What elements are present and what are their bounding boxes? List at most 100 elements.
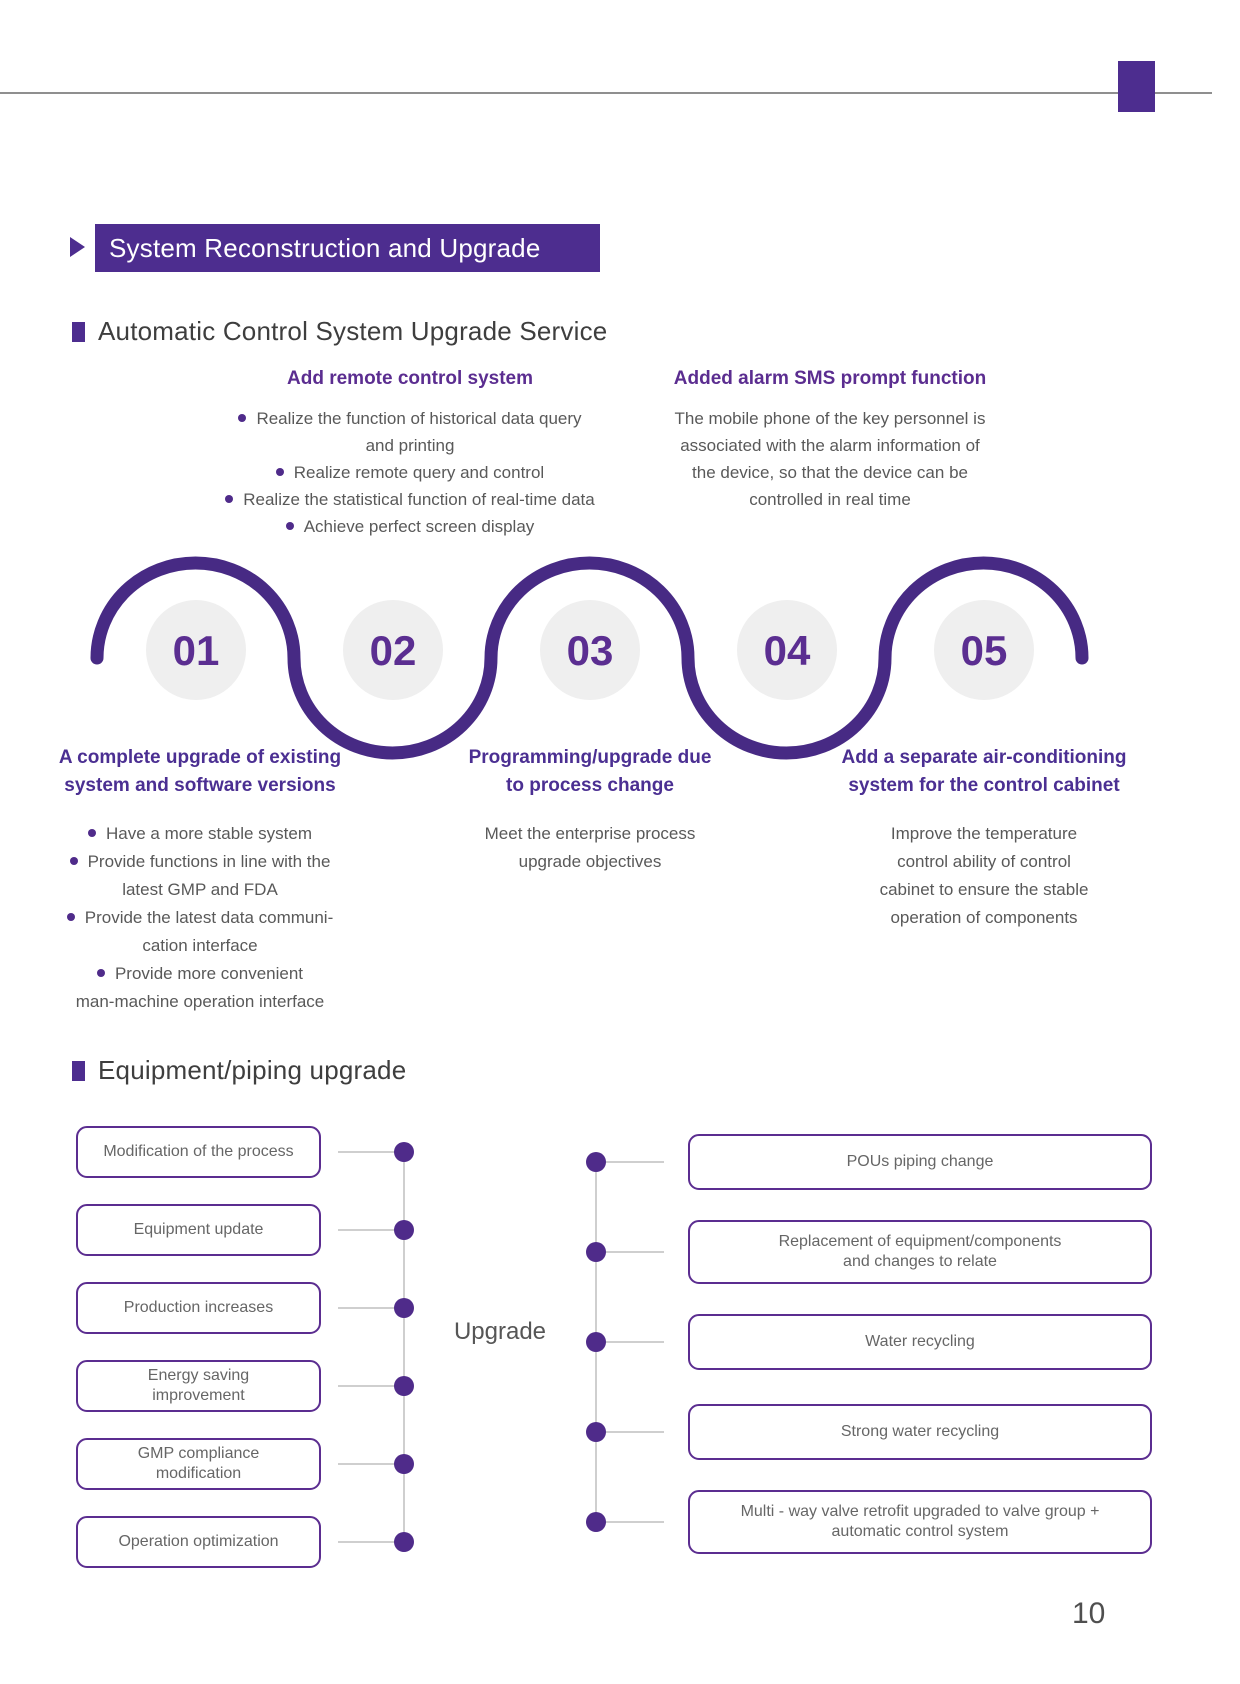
step-number: 04 [764, 627, 811, 674]
block-title: Added alarm SMS prompt function [673, 368, 987, 389]
box-label: POUs piping change [846, 1153, 994, 1170]
box-label: improvement [152, 1387, 245, 1404]
body-line: Improve the temperature [890, 824, 1078, 843]
connector-stub [338, 1463, 402, 1465]
connector-dot [586, 1152, 606, 1172]
bullet-text: Have a more stable system [106, 824, 312, 843]
connector-stub [338, 1229, 402, 1231]
bullet-line: cation interface [40, 932, 360, 960]
connector-stub [600, 1431, 664, 1433]
upgrade-center-label: Upgrade [453, 1318, 547, 1345]
box-label: and changes to relate [843, 1253, 997, 1270]
bullet-dot-icon [69, 856, 78, 865]
section2-bullet-square [72, 1061, 85, 1081]
connector-dot [394, 1532, 414, 1552]
connector-stub [600, 1521, 664, 1523]
bullet-line: Have a more stable system [40, 820, 360, 848]
upgrade-item-box: Operation optimization [76, 1516, 321, 1568]
bullet-text: latest GMP and FDA [122, 880, 278, 899]
bullet-line: Provide more convenient [40, 960, 360, 988]
upgrade-item-box: Modification of the process [76, 1126, 321, 1178]
connector-stub [338, 1151, 402, 1153]
bullet-line: Achieve perfect screen display [210, 513, 610, 540]
body-line: The mobile phone of the key personnel is [674, 409, 986, 428]
connector-stub [600, 1251, 664, 1253]
block-title: Add remote control system [287, 368, 533, 389]
connector-stub [338, 1385, 402, 1387]
timeline-below-block-03: Programming/upgrade due to process chang… [430, 744, 750, 876]
bullet-text: Achieve perfect screen display [303, 517, 535, 536]
bullet-line: Realize the function of historical data … [210, 405, 610, 432]
bullet-text: man-machine operation interface [75, 992, 325, 1011]
left-connector-line [403, 1152, 405, 1542]
banner-arrow-icon [70, 237, 85, 257]
bullet-line: Realize remote query and control [210, 459, 610, 486]
connector-dot [394, 1298, 414, 1318]
box-label: Replacement of equipment/components [778, 1233, 1062, 1250]
upgrade-item-box: POUs piping change [688, 1134, 1152, 1190]
body-line: Meet the enterprise process [484, 824, 696, 843]
body-line: upgrade objectives [518, 852, 662, 871]
connector-dot [586, 1512, 606, 1532]
bullet-text: Realize remote query and control [293, 463, 545, 482]
timeline-below-block-01: A complete upgrade of existing system an… [40, 744, 360, 1016]
bullet-line: man-machine operation interface [40, 988, 360, 1016]
connector-dot [394, 1376, 414, 1396]
upgrade-item-box: Strong water recycling [688, 1404, 1152, 1460]
box-label: automatic control system [831, 1523, 1009, 1540]
section-banner: System Reconstruction and Upgrade [95, 224, 600, 272]
header-rule [0, 92, 1212, 94]
connector-dot [394, 1142, 414, 1162]
upgrade-item-box: Water recycling [688, 1314, 1152, 1370]
connector-stub [600, 1161, 664, 1163]
block-title: to process change [506, 775, 674, 796]
bullet-text: Realize the function of historical data … [256, 409, 582, 428]
step-circle [737, 600, 837, 700]
step-number: 03 [567, 627, 614, 674]
body-line: the device, so that the device can be [692, 463, 968, 482]
page-number: 10 [1072, 1597, 1106, 1630]
connector-dot [394, 1220, 414, 1240]
section1-bullet-square [72, 322, 85, 342]
step-number: 01 [173, 627, 220, 674]
bullet-text: Realize the statistical function of real… [243, 490, 595, 509]
header-accent-square [1118, 61, 1155, 112]
body-line: associated with the alarm information of [680, 436, 980, 455]
bullet-line: Provide the latest data communi- [40, 904, 360, 932]
upgrade-item-box: Production increases [76, 1282, 321, 1334]
bullet-line: and printing [210, 432, 610, 459]
bullet-dot-icon [96, 968, 105, 977]
upgrade-item-box: Replacement of equipment/components and c… [688, 1220, 1152, 1284]
step-number: 02 [370, 627, 417, 674]
bullet-line: latest GMP and FDA [40, 876, 360, 904]
bullet-text: Provide functions in line with the [87, 852, 331, 871]
body-line: cabinet to ensure the stable [879, 880, 1089, 899]
upgrade-item-box: Multi - way valve retrofit upgraded to v… [688, 1490, 1152, 1554]
bullet-dot-icon [66, 912, 75, 921]
step-circle [146, 600, 246, 700]
connector-stub [338, 1541, 402, 1543]
body-line: controlled in real time [749, 490, 911, 509]
box-label: modification [155, 1465, 242, 1482]
upgrade-item-box: Energy saving improvement [76, 1360, 321, 1412]
bullet-text: and printing [365, 436, 455, 455]
upgrade-item-box: Equipment update [76, 1204, 321, 1256]
bullet-dot-icon [238, 413, 247, 422]
connector-dot [394, 1454, 414, 1474]
box-label: Water recycling [865, 1333, 975, 1350]
box-label: Production increases [123, 1299, 274, 1316]
bullet-text: cation interface [142, 936, 258, 955]
bullet-line: Provide functions in line with the [40, 848, 360, 876]
bullet-dot-icon [275, 467, 284, 476]
connector-dot [586, 1242, 606, 1262]
timeline-graphic: 01 02 03 04 05 [90, 556, 1089, 760]
bullet-line: Realize the statistical function of real… [210, 486, 610, 513]
step-number: 05 [961, 627, 1008, 674]
step-circle [343, 600, 443, 700]
banner-title: System Reconstruction and Upgrade [109, 233, 541, 263]
timeline-above-block-remote-control: Add remote control system Realize the fu… [210, 368, 610, 540]
block-title: system and software versions [64, 775, 336, 796]
bullet-dot-icon [285, 521, 294, 530]
bullet-dot-icon [225, 494, 234, 503]
